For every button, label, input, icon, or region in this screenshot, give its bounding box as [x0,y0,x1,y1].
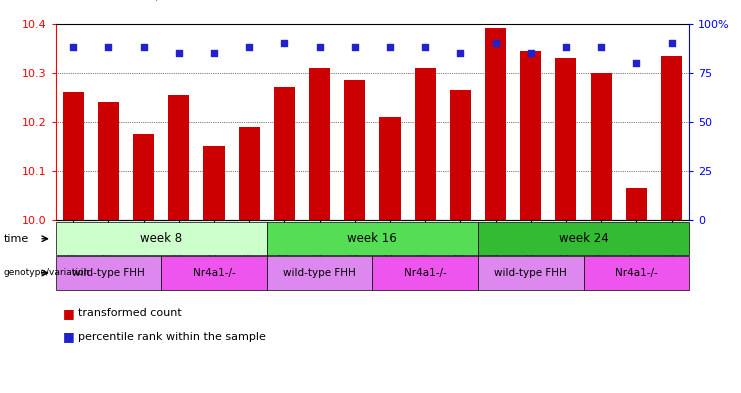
Bar [591,73,611,220]
Text: week 24: week 24 [559,232,608,245]
Text: time: time [4,234,29,244]
Bar [414,68,436,220]
Point [384,44,396,50]
Bar [309,68,330,220]
Bar [344,80,365,220]
Text: genotype/variation: genotype/variation [4,268,90,277]
Bar [168,95,189,220]
Bar [520,51,541,220]
Bar [379,117,400,220]
Point [208,50,220,56]
Text: week 16: week 16 [348,232,397,245]
Point [313,44,325,50]
Bar [98,102,119,220]
Bar [485,29,506,220]
Text: Nr4a1-/-: Nr4a1-/- [615,268,658,278]
Bar [56,222,267,255]
Point [279,40,290,46]
Text: GDS5223 / 10731348: GDS5223 / 10731348 [93,0,227,2]
Bar [625,188,647,220]
Text: ■: ■ [63,307,75,320]
Text: ■: ■ [63,330,75,343]
Bar [661,55,682,220]
Point [173,50,185,56]
Bar [450,90,471,220]
Bar [133,134,154,220]
Bar [267,256,372,290]
Bar [478,256,584,290]
Point [490,40,502,46]
Point [243,44,255,50]
Point [525,50,536,56]
Text: transformed count: transformed count [78,308,182,318]
Point [595,44,607,50]
Bar [372,256,478,290]
Bar [267,222,478,255]
Point [67,44,79,50]
Point [349,44,361,50]
Text: wild-type FHH: wild-type FHH [72,268,144,278]
Text: week 8: week 8 [140,232,182,245]
Bar [555,58,576,220]
Point [138,44,150,50]
Text: wild-type FHH: wild-type FHH [283,268,356,278]
Point [560,44,572,50]
Point [102,44,114,50]
Point [419,44,431,50]
Point [454,50,466,56]
Point [665,40,677,46]
Bar [62,92,84,220]
Bar [56,256,161,290]
Bar [273,88,295,220]
Point [631,60,642,66]
Text: Nr4a1-/-: Nr4a1-/- [404,268,447,278]
Bar [478,222,689,255]
Text: percentile rank within the sample: percentile rank within the sample [78,332,266,342]
Bar [203,147,225,220]
Bar [239,127,259,220]
Bar [161,256,267,290]
Bar [584,256,689,290]
Text: Nr4a1-/-: Nr4a1-/- [193,268,236,278]
Text: wild-type FHH: wild-type FHH [494,268,567,278]
